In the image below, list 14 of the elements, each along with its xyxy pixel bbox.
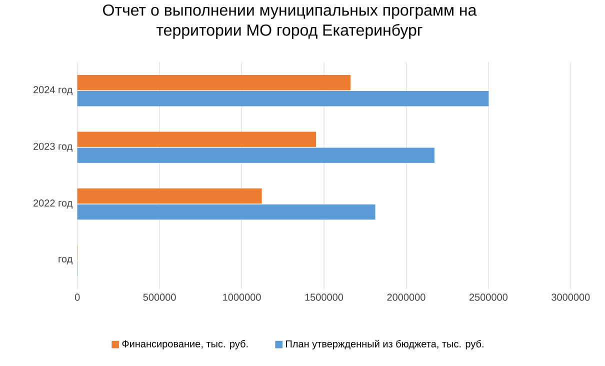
x-tick-label: 1000000 xyxy=(223,294,261,301)
y-tick-label: 2022 год xyxy=(34,199,72,208)
y-tick-label: год xyxy=(58,256,72,264)
y-tick-label: 2023 год xyxy=(34,142,72,152)
legend-label: План утвержденный из бюджета, тыс. руб. xyxy=(286,340,484,350)
x-tick-label: 3000000 xyxy=(552,294,590,301)
x-tick-label: 2000000 xyxy=(387,294,426,301)
y-tick-label: 2024 год xyxy=(34,86,72,95)
legend-label: Финансирование, тыс. руб. xyxy=(122,340,248,350)
x-tick-label: 500000 xyxy=(143,294,176,301)
chart-title: Отчет о выполнении муниципальных программ на территории МО город Екатеринбург xyxy=(103,4,477,39)
x-tick-label: 2500000 xyxy=(469,294,508,301)
x-tick-label: 0 xyxy=(74,294,80,301)
x-tick-label: 1500000 xyxy=(305,294,344,301)
